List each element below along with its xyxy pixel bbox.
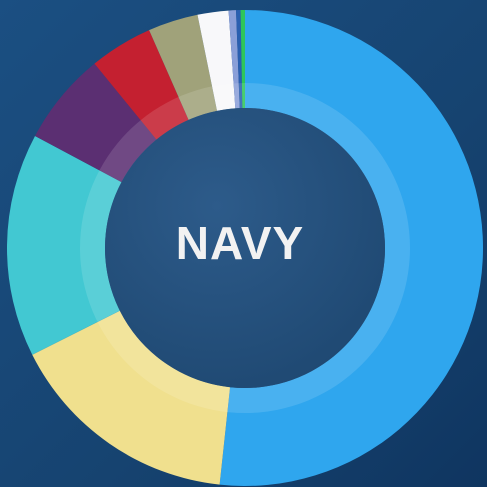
slice <box>197 10 236 111</box>
donut <box>6 10 484 486</box>
center-disc <box>105 108 385 388</box>
slice <box>35 63 157 183</box>
slice <box>94 30 189 140</box>
slice <box>32 310 231 485</box>
slice <box>6 135 122 355</box>
slice <box>236 10 243 109</box>
slice <box>228 10 240 109</box>
slice <box>240 10 245 109</box>
slice <box>149 14 218 120</box>
slice <box>219 10 484 486</box>
center-label: NAVY <box>176 217 304 269</box>
